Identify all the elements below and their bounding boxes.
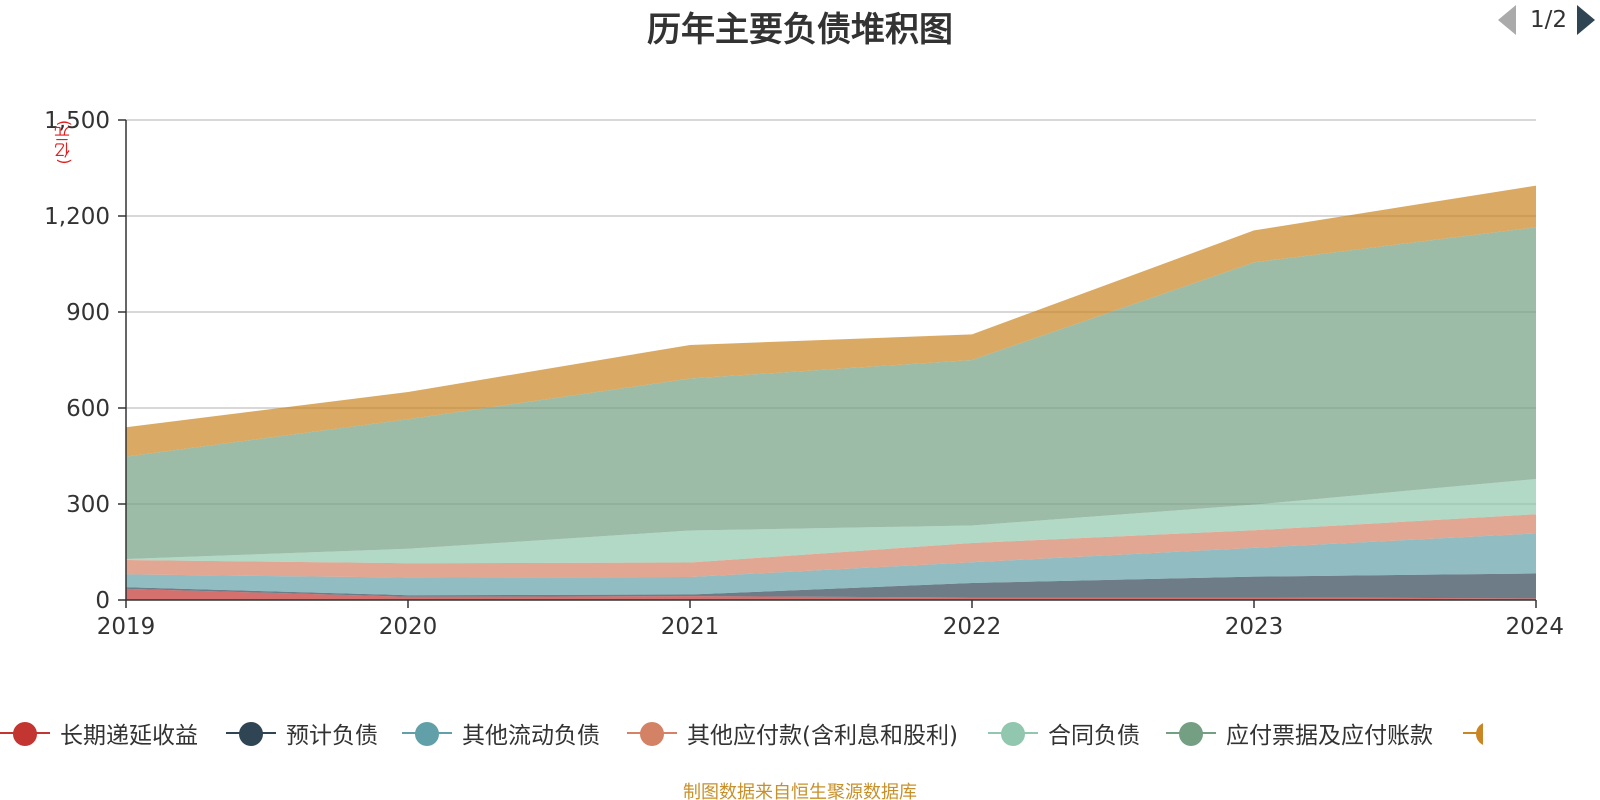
legend-marker-icon: [402, 713, 452, 753]
legend-item[interactable]: 其他流动负债: [402, 713, 600, 753]
y-tick-label: 900: [66, 300, 110, 326]
legend-marker-icon: [1166, 713, 1216, 753]
legend-item[interactable]: 长期递延收益: [0, 713, 198, 753]
area-layer: [126, 185, 1536, 600]
legend-item[interactable]: 应付票据及应付账款: [1166, 713, 1433, 753]
legend-item[interactable]: 其他应付款(含利息和股利): [627, 713, 958, 753]
legend-marker-icon: [1463, 713, 1483, 753]
area-series-0: [126, 588, 1536, 600]
area-series-3: [126, 514, 1536, 578]
legend-label: 预计负债: [286, 723, 378, 749]
y-tick-label: 1,500: [44, 108, 110, 134]
legend-marker-icon: [988, 713, 1038, 753]
area-series-2: [126, 533, 1536, 596]
legend-label: 其他应付款(含利息和股利): [687, 723, 958, 749]
y-axis-unit: (亿元): [54, 120, 73, 165]
x-tick-label: 2024: [1505, 614, 1564, 640]
y-tick-label: 0: [95, 588, 110, 614]
legend-prev-page-icon[interactable]: [1498, 5, 1516, 35]
y-tick-label: 1,200: [44, 204, 110, 230]
legend-marker-icon: [627, 713, 677, 753]
source-note: 制图数据来自恒生聚源数据库: [683, 782, 917, 800]
x-tick-label: 2019: [97, 614, 156, 640]
y-tick-label: 300: [66, 492, 110, 518]
area-series-5: [126, 227, 1536, 560]
legend-label: 长期递延收益: [60, 723, 198, 749]
x-tick-label: 2022: [943, 614, 1002, 640]
y-tick-label: 600: [66, 396, 110, 422]
x-tick-label: 2023: [1225, 614, 1284, 640]
x-tick-label: 2020: [379, 614, 438, 640]
legend: 长期递延收益 预计负债 其他流动负债 其他应付款(含利息和股利) 合同负债 应付票据及应付…: [0, 713, 1600, 753]
area-series-1: [126, 573, 1536, 599]
legend-item[interactable]: 预计负债: [226, 713, 378, 753]
legend-page-indicator: 1/2: [1530, 7, 1568, 33]
legend-label: 其他流动负债: [462, 723, 600, 749]
chart-title: 历年主要负债堆积图: [647, 10, 953, 50]
legend-item[interactable]: 合同负债: [988, 713, 1140, 753]
area-series-4: [126, 479, 1536, 564]
axis-layer: 0 300 600 900 1,200 1,500 2019 2020 2021 2022 2023…: [44, 108, 1564, 640]
legend-pager: 1/2: [1498, 0, 1600, 40]
legend-marker-icon: [226, 713, 276, 753]
legend-label: 应付票据及应付账款: [1226, 723, 1433, 749]
legend-next-page-icon[interactable]: [1577, 5, 1596, 35]
area-series-6: [126, 185, 1536, 457]
x-tick-label: 2021: [661, 614, 720, 640]
legend-label: 合同负债: [1048, 723, 1140, 749]
legend-marker-icon: [0, 713, 50, 753]
legend-item[interactable]: [1463, 713, 1483, 753]
